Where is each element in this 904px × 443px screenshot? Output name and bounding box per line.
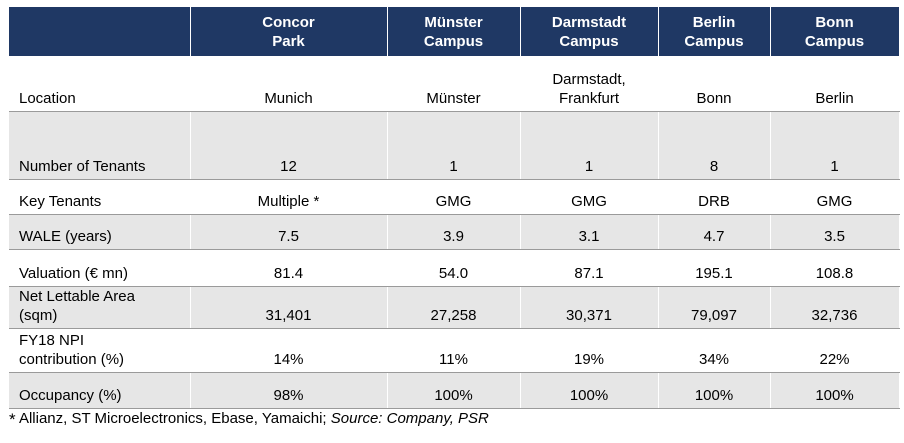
table-row-wale: WALE (years) 7.5 3.9 3.1 4.7 3.5 bbox=[9, 214, 900, 250]
table-cell: 11% bbox=[387, 328, 521, 373]
table-cell: 31,401 bbox=[190, 286, 388, 329]
table-row-occupancy: Occupancy (%) 98% 100% 100% 100% 100% bbox=[9, 372, 900, 409]
row-label: Valuation (€ mn) bbox=[9, 249, 191, 287]
table-cell: 3.5 bbox=[770, 214, 900, 250]
table-cell: 3.1 bbox=[520, 214, 659, 250]
column-header-bonn-campus: Bonn Campus bbox=[770, 7, 900, 56]
table-cell: GMG bbox=[770, 179, 900, 215]
table-cell: 19% bbox=[520, 328, 659, 373]
table-cell: GMG bbox=[387, 179, 521, 215]
footnote: * Allianz, ST Microelectronics, Ebase, Y… bbox=[9, 410, 489, 430]
table-cell: Darmstadt, Frankfurt bbox=[520, 56, 659, 112]
table-cell: 1 bbox=[770, 111, 900, 180]
table-cell: 34% bbox=[658, 328, 771, 373]
table-cell: 100% bbox=[520, 372, 659, 409]
table-cell: GMG bbox=[520, 179, 659, 215]
table-row-number-of-tenants: Number of Tenants 12 1 1 8 1 bbox=[9, 111, 900, 180]
table-cell: 100% bbox=[387, 372, 521, 409]
table-cell: 4.7 bbox=[658, 214, 771, 250]
table-row-fy18-npi-contribution: FY18 NPI contribution (%) 14% 11% 19% 34% 22% bbox=[9, 328, 900, 373]
table-cell: 12 bbox=[190, 111, 388, 180]
footnote-text: Allianz, ST Microelectronics, Ebase, Yam… bbox=[15, 410, 331, 427]
properties-table: Concor Park Münster Campus Darmstadt Campus… bbox=[9, 7, 900, 409]
table-cell: DRB bbox=[658, 179, 771, 215]
table-cell: 100% bbox=[658, 372, 771, 409]
table-cell: 22% bbox=[770, 328, 900, 373]
header-row: Concor Park Münster Campus Darmstadt Campus… bbox=[9, 7, 900, 56]
table-cell: 195.1 bbox=[658, 249, 771, 287]
table-cell: 32,736 bbox=[770, 286, 900, 329]
table-cell: 87.1 bbox=[520, 249, 659, 287]
column-header-munster-campus: Münster Campus bbox=[387, 7, 521, 56]
table-row-net-lettable-area: Net Lettable Area (sqm) 31,401 27,258 30,371… bbox=[9, 286, 900, 329]
table-cell: 81.4 bbox=[190, 249, 388, 287]
table-cell: Münster bbox=[387, 56, 521, 112]
row-label: FY18 NPI contribution (%) bbox=[9, 328, 191, 373]
table-cell: 54.0 bbox=[387, 249, 521, 287]
footnote-source: Source: Company, PSR bbox=[330, 410, 489, 427]
row-label: WALE (years) bbox=[9, 214, 191, 250]
table-cell: 79,097 bbox=[658, 286, 771, 329]
table-cell: 8 bbox=[658, 111, 771, 180]
table-cell: 98% bbox=[190, 372, 388, 409]
footnote-marker: * bbox=[9, 410, 16, 429]
table-cell: 108.8 bbox=[770, 249, 900, 287]
table-cell: Multiple * bbox=[190, 179, 388, 215]
table-row-key-tenants: Key Tenants Multiple * GMG GMG DRB GMG bbox=[9, 179, 900, 215]
table-cell: Berlin bbox=[770, 56, 900, 112]
table-cell: 14% bbox=[190, 328, 388, 373]
column-header-concor-park: Concor Park bbox=[190, 7, 388, 56]
row-label: Location bbox=[9, 56, 191, 112]
row-label: Occupancy (%) bbox=[9, 372, 191, 409]
table-row-valuation: Valuation (€ mn) 81.4 54.0 87.1 195.1 108.8 bbox=[9, 249, 900, 287]
row-label: Net Lettable Area (sqm) bbox=[9, 286, 191, 329]
column-header-darmstadt-campus: Darmstadt Campus bbox=[520, 7, 659, 56]
header-corner bbox=[9, 7, 191, 56]
column-header-berlin-campus: Berlin Campus bbox=[658, 7, 771, 56]
table-cell: 7.5 bbox=[190, 214, 388, 250]
table-cell: 30,371 bbox=[520, 286, 659, 329]
table-cell: 3.9 bbox=[387, 214, 521, 250]
row-label: Number of Tenants bbox=[9, 111, 191, 180]
table-cell: 27,258 bbox=[387, 286, 521, 329]
row-label: Key Tenants bbox=[9, 179, 191, 215]
table-cell: Munich bbox=[190, 56, 388, 112]
table-cell: 100% bbox=[770, 372, 900, 409]
table-row-location: Location Munich Münster Darmstadt, Frankfurt… bbox=[9, 56, 900, 112]
table-cell: Bonn bbox=[658, 56, 771, 112]
table-cell: 1 bbox=[520, 111, 659, 180]
table-cell: 1 bbox=[387, 111, 521, 180]
